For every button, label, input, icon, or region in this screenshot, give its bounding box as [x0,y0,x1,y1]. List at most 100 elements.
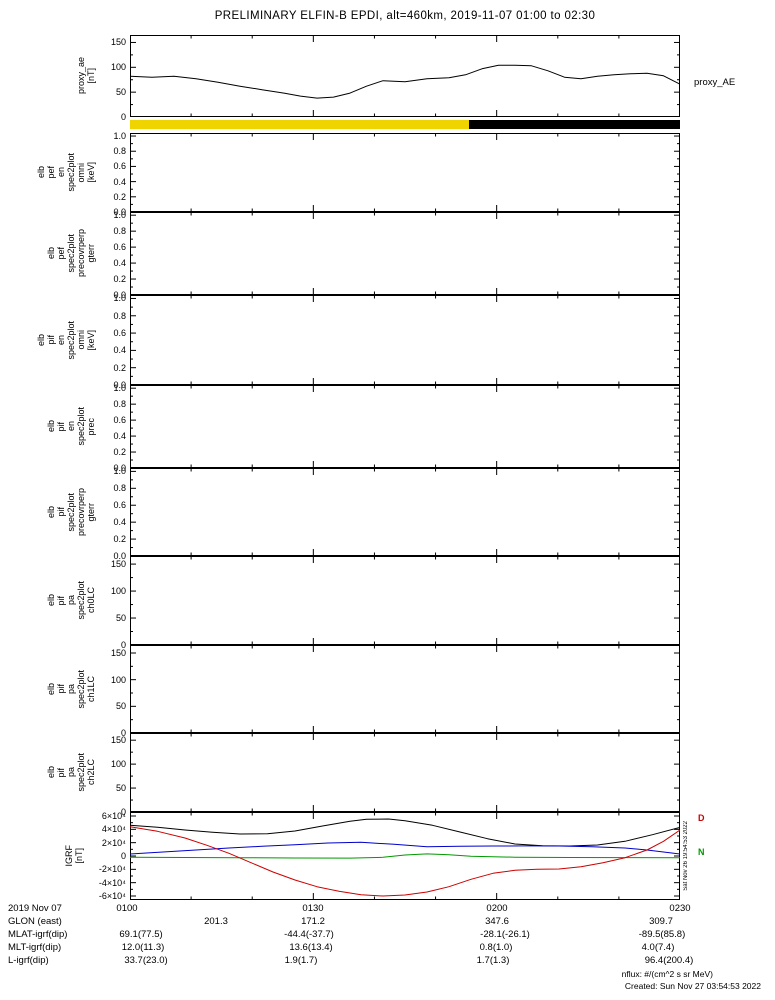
ylabel-line: elb [46,420,56,433]
footer-value: -28.1(-26.1) [480,929,530,940]
y-tick-label: 0.0 [113,551,126,561]
footer-value: 13.6(13.4) [289,942,333,953]
side-timestamp-text: Sat Nov 26 19:54:53 2022 [683,821,689,891]
y-tick-label: 0.6 [113,328,126,339]
series-proxy_AE-line [130,64,680,99]
orbit-colorbar [130,120,680,129]
panel-border [130,212,680,295]
footer-value: 309.7 [649,916,673,927]
y-tick-label: 0.8 [113,146,126,157]
y-tick-label: 150 [110,37,126,48]
panel-border [130,468,680,556]
nflux-units-note: nflux: #/(cm^2 s sr MeV) [621,969,713,979]
y-tick-label: 150 [110,648,126,658]
colorbar-segment-0 [130,120,470,129]
y-tick-label: 100 [110,759,126,770]
panel-border [130,812,680,900]
y-tick-label: 2×10⁴ [101,837,126,848]
panel-elb_pef_spec2plot_precovrperp_gterr-plot [130,212,680,295]
y-tick-label: 1.0 [113,466,126,477]
y-tick-label: 0.0 [113,463,126,473]
series-E-line [130,853,680,859]
footer-value: 33.7(23.0) [124,955,168,966]
colorbar-segment-1 [469,120,680,129]
panel-proxy_ae-plot [130,35,680,117]
y-tick-label: 0.8 [113,310,126,321]
ylabel-line: elb [36,166,46,179]
footer-row-2: MLAT-igrf(dip) 69.1(77.5) -44.4(-37.7) -28.… [0,929,775,942]
y-tick-label: 1.0 [113,383,126,394]
ylabel-line: elb [46,505,56,518]
ylabel-line: elb [46,594,56,607]
y-tick-label: 0.2 [113,534,126,545]
y-tick-label: 0 [120,851,126,861]
footer-value: 4.0(7.4) [641,942,675,953]
series-D-line [130,826,680,897]
panel-border [130,133,680,212]
ylabel-line: elb [36,333,46,346]
ylabel-line: elb [46,766,56,779]
y-tick-label: 0 [120,112,126,122]
y-tick-label: 0.0 [113,380,126,390]
y-tick-label: 0 [120,640,126,650]
y-tick-label: 50 [115,613,126,624]
panel-border [130,733,680,812]
y-tick-label: 0.0 [113,290,126,300]
panel-elb_pif_pa_spec2plot_ch0LC-plot [130,556,680,645]
y-tick-label: 1.0 [113,293,126,304]
y-tick-label: 150 [110,559,126,570]
panel-elb_pif_pa_spec2plot_ch1LC-plot [130,645,680,733]
y-tick-label: 0.4 [113,176,126,187]
panel-border [130,385,680,468]
proxy-ae-line-label: proxy_AE [694,77,736,88]
series-N-line [130,841,680,855]
y-tick-label: 0.2 [113,362,126,373]
y-tick-label: 100 [110,674,126,685]
y-tick-label: 50 [115,783,126,794]
footer-row-label: MLT-igrf(dip) [8,942,62,953]
footer-value: 347.6 [485,916,509,927]
y-tick-label: 0.4 [113,517,126,528]
legend-N: N [698,847,705,857]
y-tick-label: 0.2 [113,274,126,285]
y-tick-label: 0.4 [113,258,126,269]
y-tick-label: -6×10⁴ [98,891,126,901]
panel-border [130,295,680,385]
footer-row-label: L-igrf(dip) [8,955,49,966]
y-tick-label: 0.2 [113,191,126,202]
footer-value: 1.7(1.3) [476,955,510,966]
y-tick-label: 0.2 [113,447,126,458]
footer-value: -89.5(85.8) [638,929,686,940]
legend-D: D [698,813,705,823]
y-tick-label: -4×10⁴ [98,877,126,888]
y-tick-label: 50 [115,87,126,98]
ylabel-line: pif [46,335,56,345]
panel-elb_pif_en_spec2plot_prec-plot [130,385,680,468]
ylabel-line: pif [56,595,66,606]
series-Btotal-line [130,818,680,847]
footer-value: 171.2 [301,916,325,927]
panel-elb_pef_en_spec2plot_omni-plot [130,133,680,212]
footer-row-1: GLON (east) 201.3 171.2 347.6 309.7 [0,916,775,929]
y-tick-label: 6×10⁴ [101,811,126,821]
footer-row-3: MLT-igrf(dip) 12.0(11.3) 13.6(13.4) 0.8(1.0… [0,942,775,955]
footer-row-0: 2019 Nov 07 0100 0130 0200 0230 [0,903,775,916]
footer-value: 69.1(77.5) [119,929,163,940]
ylabel-line: pef [46,166,56,179]
panel-IGRF-plot [130,812,680,900]
y-tick-label: 0.8 [113,399,126,410]
footer-value: 96.4(200.4) [644,955,694,966]
footer-value: 0200 [486,903,508,914]
y-tick-label: 0.8 [113,226,126,237]
footer-value: 0230 [669,903,691,914]
y-tick-label: 0.4 [113,345,126,356]
y-tick-label: 0.6 [113,500,126,511]
created-timestamp: Created: Sun Nov 27 03:54:53 2022 [624,981,761,991]
plot-title: PRELIMINARY ELFIN-B EPDI, alt=460km, 201… [214,10,596,22]
y-tick-label: 0 [120,728,126,738]
footer-value: 0130 [302,903,324,914]
side-timestamp: Sat Nov 26 19:54:53 2022 [683,812,689,900]
y-tick-label: 0.4 [113,431,126,442]
footer-value: -44.4(-37.7) [284,929,334,940]
